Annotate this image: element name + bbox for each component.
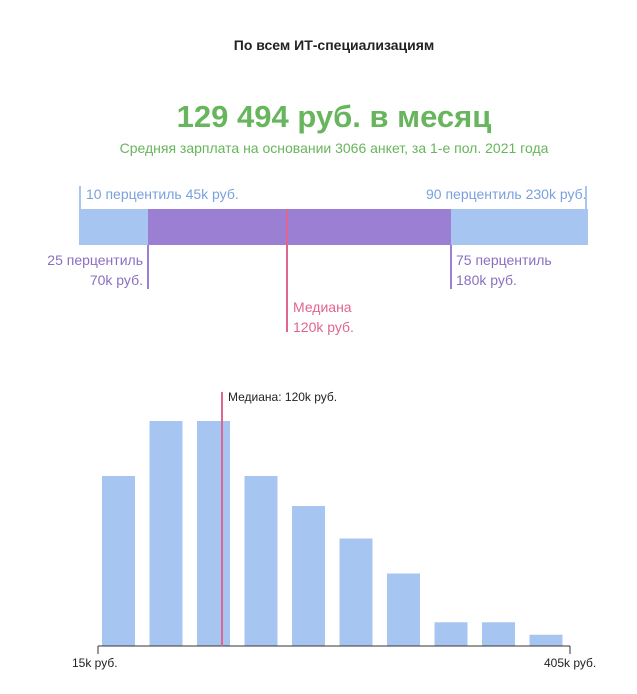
histogram-bar	[292, 506, 325, 646]
range-left-tick	[79, 186, 81, 210]
p25-label-title: 25 перцентиль	[47, 252, 143, 268]
histogram-bar	[244, 476, 278, 646]
histogram-bar	[339, 538, 373, 646]
range-p25-p75-bar	[148, 209, 451, 245]
page-title: По всем ИТ-специализациям	[233, 37, 435, 53]
histogram-bar	[197, 421, 230, 646]
histogram-bar	[529, 634, 563, 646]
median-label-title: Медиана	[293, 299, 352, 315]
p90-label: 90 перцентиль 230k руб.	[426, 186, 587, 202]
p75-label-title: 75 перцентиль	[456, 252, 552, 268]
median-label-value: 120k руб.	[293, 319, 354, 335]
p75-label: 75 перцентиль 180k руб.	[456, 250, 552, 290]
x-min-label: 15k руб.	[72, 656, 118, 670]
x-max-label: 405k руб.	[544, 656, 597, 670]
p25-marker	[147, 245, 149, 289]
average-salary-headline: 129 494 руб. в месяц	[176, 99, 492, 134]
p75-label-value: 180k руб.	[456, 272, 517, 288]
average-salary-subheadline: Средняя зарплата на основании 3066 анкет…	[119, 140, 549, 156]
histogram-bar	[102, 476, 135, 646]
p75-marker	[450, 245, 452, 289]
histogram-bar	[434, 622, 468, 646]
p10-label: 10 перцентиль 45k руб.	[86, 186, 239, 202]
histogram-bar	[387, 573, 420, 646]
salary-histogram	[97, 392, 571, 654]
range-right-tick	[585, 186, 587, 210]
median-label: Медиана 120k руб.	[293, 297, 354, 337]
p25-label-value: 70k руб.	[89, 272, 143, 288]
median-marker	[286, 209, 288, 332]
histogram-bar	[482, 622, 515, 646]
histogram-median-label: Медиана: 120k руб.	[228, 390, 338, 404]
p25-label: 25 перцентиль 70k руб.	[0, 250, 143, 290]
histogram-bars	[102, 421, 563, 646]
histogram-bar	[149, 421, 183, 646]
